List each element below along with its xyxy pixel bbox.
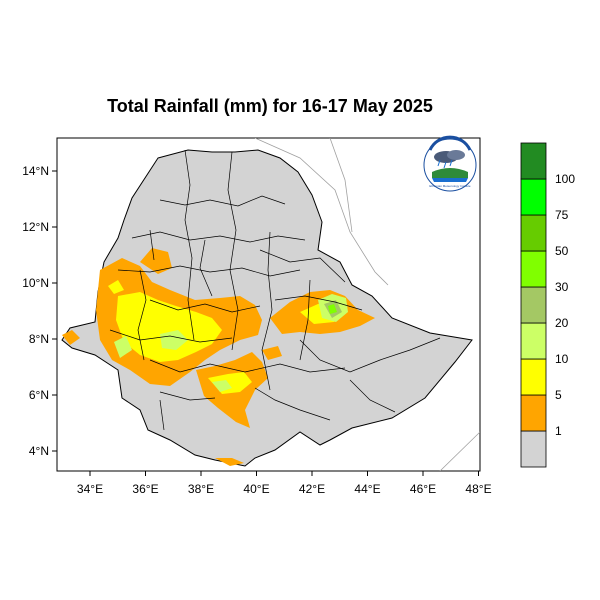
legend-label: 50 <box>555 244 569 258</box>
legend-label: 100 <box>555 172 575 186</box>
legend-swatch <box>520 286 547 324</box>
rainfall-30-50mm <box>328 304 337 314</box>
legend-label: 30 <box>555 280 569 294</box>
legend-label: 5 <box>555 388 562 402</box>
x-tick-labels: 34°E 36°E 38°E 40°E 42°E 44°E 46°E 48°E <box>77 482 492 496</box>
ethiopia-landmass <box>61 149 473 467</box>
x-axis-ticks <box>89 471 479 476</box>
legend-swatch <box>520 358 547 396</box>
legend-swatch <box>520 214 547 252</box>
legend-swatch <box>520 178 547 216</box>
x-tick-label: 46°E <box>410 482 436 496</box>
x-tick-label: 44°E <box>354 482 380 496</box>
legend-label: 75 <box>555 208 569 222</box>
legend-label: 10 <box>555 352 569 366</box>
legend-swatch <box>520 430 547 468</box>
y-tick-label: 4°N <box>29 444 49 458</box>
y-tick-labels: 14°N 12°N 10°N 8°N 6°N 4°N <box>22 164 49 458</box>
legend-labels: 1 5 10 20 30 50 75 100 <box>555 172 575 438</box>
legend-swatch <box>520 322 547 360</box>
y-axis-ticks <box>52 170 57 452</box>
x-tick-label: 48°E <box>465 482 491 496</box>
y-tick-label: 14°N <box>22 164 49 178</box>
y-tick-label: 8°N <box>29 332 49 346</box>
x-tick-label: 38°E <box>188 482 214 496</box>
legend-label: 20 <box>555 316 569 330</box>
map-title: Total Rainfall (mm) for 16-17 May 2025 <box>107 96 433 116</box>
x-tick-label: 34°E <box>77 482 103 496</box>
neighbour-boundaries <box>254 138 480 471</box>
admin-boundaries <box>109 149 441 431</box>
y-tick-label: 6°N <box>29 388 49 402</box>
x-tick-label: 42°E <box>299 482 325 496</box>
legend-swatch <box>520 142 547 180</box>
legend-swatch <box>520 250 547 288</box>
logo-text: Ethiopian Meteorology Institute <box>429 184 471 188</box>
legend-swatch <box>520 394 547 432</box>
x-tick-label: 40°E <box>243 482 269 496</box>
y-tick-label: 12°N <box>22 220 49 234</box>
institute-logo: Ethiopian Meteorology Institute <box>423 135 477 192</box>
legend-label: 1 <box>555 424 562 438</box>
y-tick-label: 10°N <box>22 276 49 290</box>
legend-colorbar <box>520 142 547 468</box>
x-tick-label: 36°E <box>132 482 158 496</box>
